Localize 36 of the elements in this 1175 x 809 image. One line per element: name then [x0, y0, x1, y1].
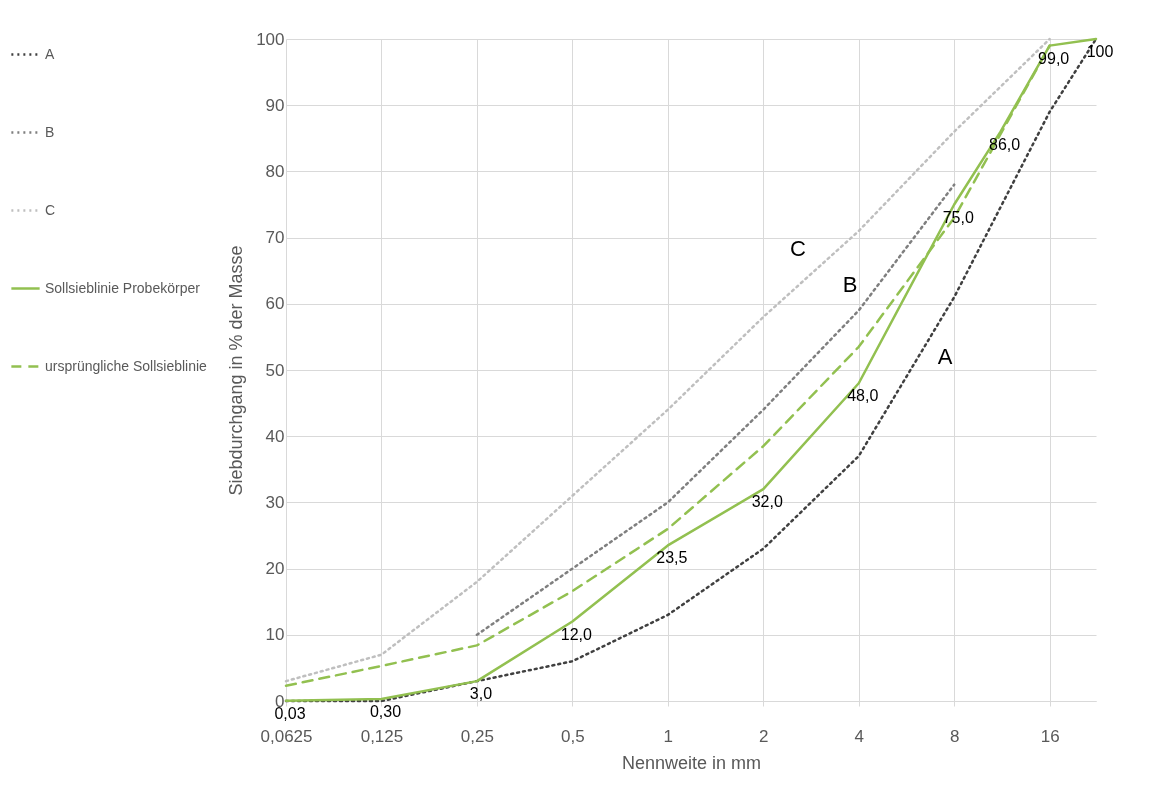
y-axis-title: Siebdurchgang in % der Masse [226, 245, 247, 496]
x-tick-label: 1 [663, 726, 674, 746]
data-label: 48,0 [847, 387, 879, 405]
y-tick-label: 80 [265, 161, 285, 181]
annotation: A [937, 344, 953, 369]
x-tick-label: 16 [1040, 726, 1060, 746]
legend-label: ursprüngliche Sollsieblinie [45, 357, 208, 374]
y-tick-label: 20 [265, 559, 285, 579]
data-label: 12,0 [560, 625, 593, 643]
x-tick-label: 8 [949, 726, 960, 746]
legend-label: B [45, 123, 55, 140]
x-tick-label: 0,25 [460, 726, 494, 746]
x-axis-title: Nennweite in mm [621, 752, 762, 773]
data-label: 0,30 [369, 703, 402, 721]
x-tick-label: 4 [854, 726, 864, 746]
y-tick-label: 50 [265, 360, 285, 380]
data-label: 32,0 [751, 493, 783, 511]
x-tick-label: 0,5 [561, 726, 585, 746]
data-label: 100 [1086, 43, 1114, 60]
x-tick-label: 0,0625 [260, 726, 313, 746]
legend-label: C [45, 201, 56, 218]
y-tick-label: 40 [265, 426, 285, 446]
data-label: 3,0 [469, 685, 493, 703]
y-tick-label: 10 [265, 625, 285, 645]
x-tick-label: 2 [759, 726, 769, 746]
y-tick-label: 90 [265, 95, 285, 115]
y-tick-label: 100 [256, 29, 285, 49]
annotation: B [842, 272, 858, 297]
y-tick-label: 60 [265, 294, 285, 314]
data-label: 23,5 [656, 549, 688, 567]
annotation: C [790, 236, 807, 261]
y-tick-label: 70 [265, 228, 285, 248]
legend-label: Sollsieblinie Probekörper [45, 279, 201, 296]
legend-label: A [45, 45, 55, 62]
y-tick-label: 30 [265, 492, 285, 512]
x-tick-label: 0,125 [360, 726, 404, 746]
